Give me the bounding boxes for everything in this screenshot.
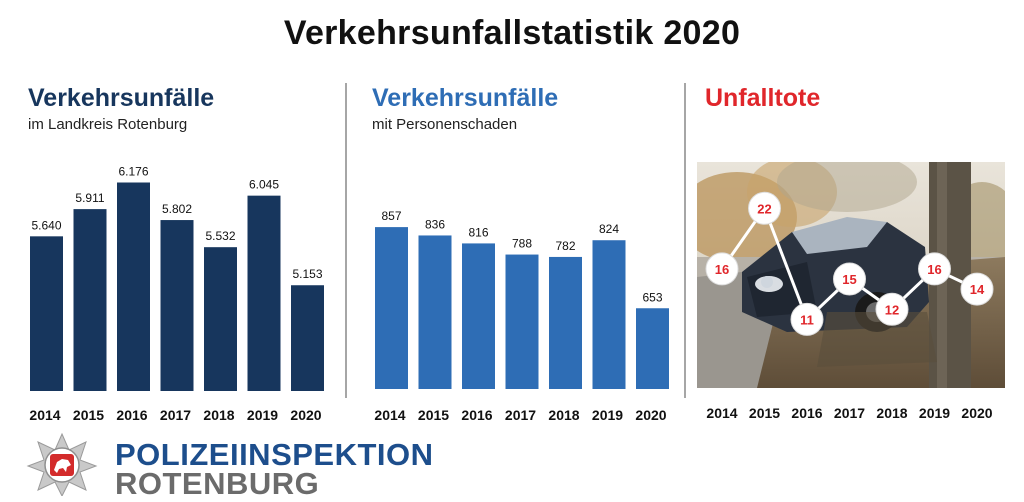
x-tick-label: 2019 <box>247 407 278 423</box>
panel-2-subtitle: mit Personenschaden <box>372 116 518 133</box>
bar <box>117 182 150 391</box>
data-label: 16 <box>715 262 729 277</box>
x-tick-label: 2020 <box>961 405 992 421</box>
x-tick-label: 2019 <box>592 407 623 423</box>
x-tick-label: 2015 <box>418 407 449 423</box>
x-tick-label: 2016 <box>461 407 492 423</box>
data-label: 824 <box>599 222 619 236</box>
x-tick-label: 2020 <box>635 407 666 423</box>
data-label: 5.640 <box>31 218 61 232</box>
bar <box>636 308 669 389</box>
panel-3-title: Unfalltote <box>705 84 821 112</box>
data-point <box>790 302 824 336</box>
x-tick-label: 2016 <box>791 405 822 421</box>
data-label: 14 <box>970 282 985 297</box>
x-tick-label: 2017 <box>160 407 191 423</box>
x-tick-label: 2017 <box>834 405 865 421</box>
x-tick-label: 2018 <box>548 407 579 423</box>
data-label: 6.176 <box>118 164 148 178</box>
x-tick-label: 2015 <box>749 405 780 421</box>
data-label: 782 <box>555 239 575 253</box>
bar <box>418 235 452 389</box>
bar <box>73 209 107 391</box>
bar <box>160 220 194 391</box>
bar <box>375 227 408 389</box>
data-point <box>705 252 739 286</box>
data-point <box>875 292 909 326</box>
data-label: 22 <box>757 201 771 216</box>
x-tick-label: 2018 <box>876 405 907 421</box>
x-tick-label: 2015 <box>73 407 104 423</box>
x-tick-label: 2020 <box>290 407 321 423</box>
data-label: 12 <box>885 302 899 317</box>
x-tick-label: 2014 <box>29 407 60 423</box>
data-point <box>748 191 781 225</box>
logo-line-2: ROTENBURG <box>115 466 320 501</box>
data-point <box>960 272 994 306</box>
data-label: 653 <box>642 290 662 304</box>
bar <box>30 236 63 391</box>
panel-1-title: Verkehrsunfälle <box>28 84 215 112</box>
divider-left <box>345 83 347 398</box>
data-label: 11 <box>800 312 814 327</box>
data-label: 5.532 <box>205 229 235 243</box>
data-label: 16 <box>927 262 941 277</box>
x-tick-label: 2014 <box>706 405 737 421</box>
logo-line-1: POLIZEIINSPEKTION <box>115 437 434 472</box>
bar <box>291 285 324 391</box>
data-point <box>833 262 866 296</box>
data-point <box>918 252 951 286</box>
bar <box>247 195 281 391</box>
x-tick-label: 2014 <box>374 407 405 423</box>
data-label: 788 <box>512 237 532 251</box>
bar <box>462 243 495 389</box>
data-label: 5.911 <box>75 191 104 205</box>
data-label: 5.802 <box>162 202 192 216</box>
data-label: 836 <box>425 217 445 231</box>
divider-right <box>684 83 686 398</box>
x-tick-label: 2016 <box>116 407 147 423</box>
panel-2-title: Verkehrsunfälle <box>372 84 559 112</box>
x-tick-label: 2018 <box>203 407 234 423</box>
police-star-icon <box>26 432 98 496</box>
data-label: 5.153 <box>292 267 322 281</box>
x-tick-label: 2017 <box>505 407 536 423</box>
x-tick-label: 2019 <box>919 405 950 421</box>
bar <box>549 256 582 389</box>
bar <box>505 254 539 389</box>
data-label: 6.045 <box>249 178 279 192</box>
bar <box>592 240 626 389</box>
bar <box>204 247 237 391</box>
data-label: 816 <box>468 225 488 239</box>
page-title: Verkehrsunfallstatistik 2020 <box>283 14 741 52</box>
data-label: 15 <box>842 272 856 287</box>
panel-1-subtitle: im Landkreis Rotenburg <box>28 116 188 133</box>
data-label: 857 <box>381 209 401 223</box>
